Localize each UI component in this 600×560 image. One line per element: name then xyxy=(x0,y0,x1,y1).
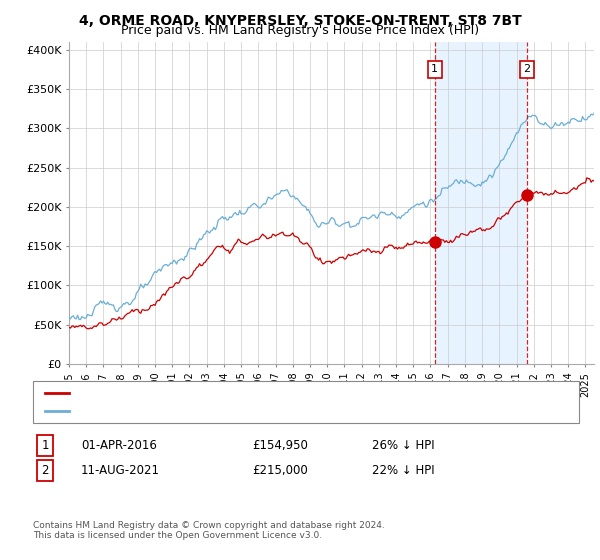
Text: 22% ↓ HPI: 22% ↓ HPI xyxy=(372,464,434,477)
Text: Price paid vs. HM Land Registry's House Price Index (HPI): Price paid vs. HM Land Registry's House … xyxy=(121,24,479,37)
Text: 4, ORME ROAD, KNYPERSLEY, STOKE-ON-TRENT, ST8 7BT (detached house): 4, ORME ROAD, KNYPERSLEY, STOKE-ON-TRENT… xyxy=(72,388,464,398)
Text: 11-AUG-2021: 11-AUG-2021 xyxy=(81,464,160,477)
Text: HPI: Average price, detached house, Staffordshire Moorlands: HPI: Average price, detached house, Staf… xyxy=(72,406,390,416)
Text: £215,000: £215,000 xyxy=(252,464,308,477)
Text: 2: 2 xyxy=(41,464,49,477)
Text: 01-APR-2016: 01-APR-2016 xyxy=(81,438,157,452)
Text: 2: 2 xyxy=(523,64,530,74)
Text: 26% ↓ HPI: 26% ↓ HPI xyxy=(372,438,434,452)
Text: Contains HM Land Registry data © Crown copyright and database right 2024.
This d: Contains HM Land Registry data © Crown c… xyxy=(33,521,385,540)
Text: £154,950: £154,950 xyxy=(252,438,308,452)
Text: 1: 1 xyxy=(41,438,49,452)
Bar xyxy=(435,42,527,364)
Text: 1: 1 xyxy=(431,64,438,74)
Text: 4, ORME ROAD, KNYPERSLEY, STOKE-ON-TRENT, ST8 7BT: 4, ORME ROAD, KNYPERSLEY, STOKE-ON-TRENT… xyxy=(79,14,521,28)
